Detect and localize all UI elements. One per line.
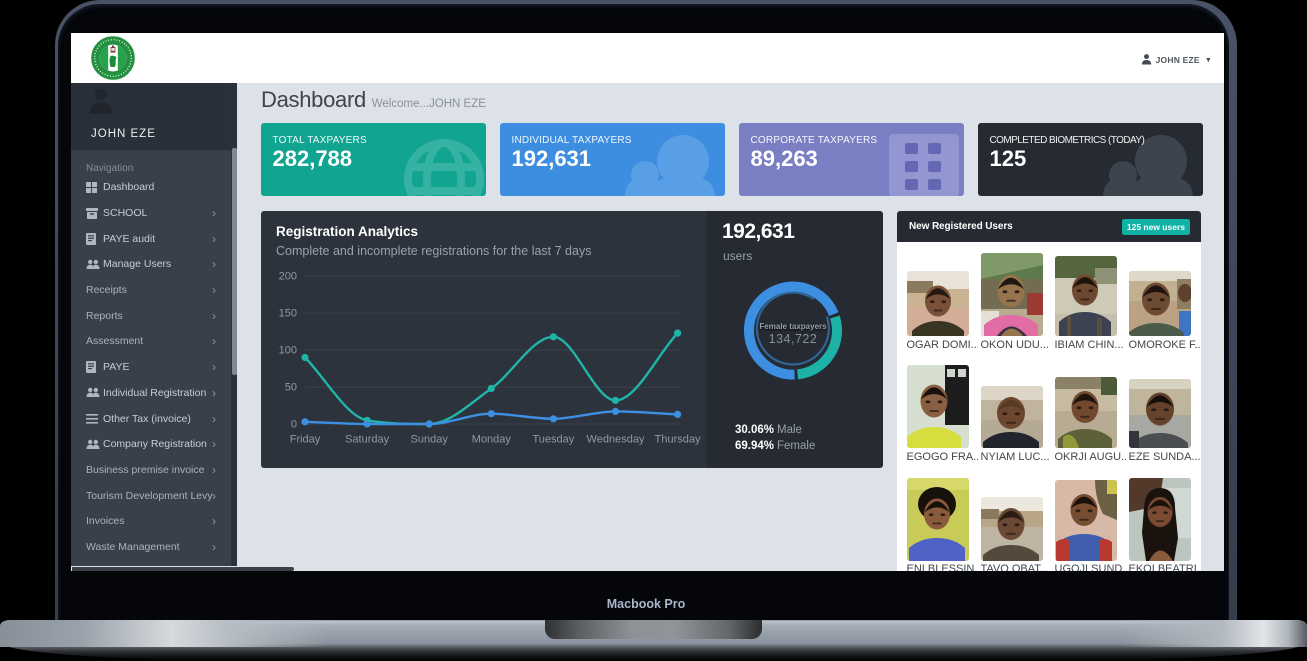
svg-text:50: 50 xyxy=(285,382,297,394)
svg-text:100: 100 xyxy=(279,345,297,357)
svg-text:150: 150 xyxy=(279,308,297,320)
svg-text:0: 0 xyxy=(291,419,297,431)
svg-text:Friday: Friday xyxy=(290,434,321,446)
svg-text:Thursday: Thursday xyxy=(655,434,701,446)
svg-text:Wednesday: Wednesday xyxy=(587,434,645,446)
svg-text:Tuesday: Tuesday xyxy=(533,434,575,446)
svg-text:Monday: Monday xyxy=(472,434,512,446)
svg-text:Sunday: Sunday xyxy=(411,434,449,446)
svg-text:200: 200 xyxy=(279,271,297,283)
svg-text:Saturday: Saturday xyxy=(345,434,390,446)
